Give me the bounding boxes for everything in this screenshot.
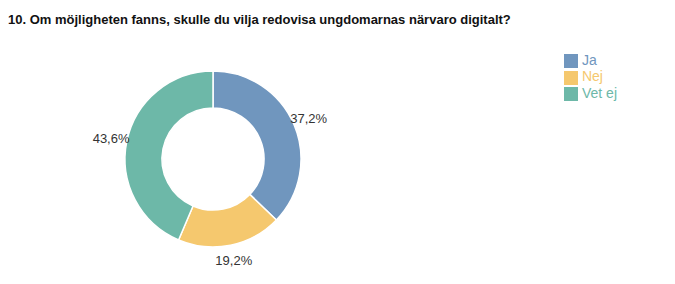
svg-text:43,6%: 43,6% [93,131,130,146]
svg-text:37,2%: 37,2% [290,111,327,126]
html-text:10. Om möjligheten fanns, skul: 10. Om möjligheten fanns, skulle du vilj… [8,12,511,27]
html-text:Nej: Nej [582,68,603,85]
html-text:Ja: Ja [582,52,597,68]
html-text:Vet ej: Vet ej [582,84,617,101]
svg-text:19,2%: 19,2% [215,253,252,268]
